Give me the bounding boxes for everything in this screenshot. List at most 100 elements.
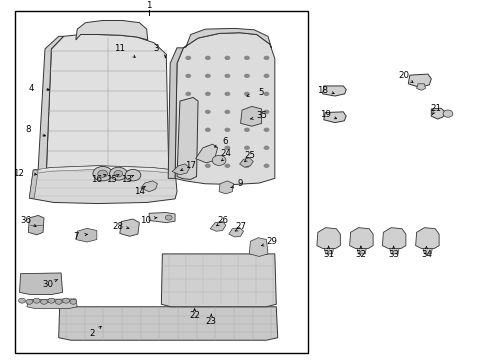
Circle shape: [26, 299, 33, 304]
Text: 35: 35: [256, 111, 266, 120]
Text: 25: 25: [244, 151, 254, 160]
Polygon shape: [422, 248, 431, 254]
Text: 29: 29: [265, 237, 276, 246]
Circle shape: [19, 298, 25, 303]
Text: 23: 23: [205, 317, 216, 326]
Polygon shape: [416, 84, 425, 90]
Text: 2: 2: [89, 329, 95, 338]
Text: 11: 11: [114, 44, 125, 53]
Polygon shape: [38, 36, 63, 170]
Polygon shape: [27, 299, 77, 309]
Text: 15: 15: [106, 175, 117, 184]
Polygon shape: [356, 248, 366, 254]
Text: 9: 9: [238, 179, 243, 188]
Text: 6: 6: [222, 137, 227, 146]
Polygon shape: [316, 228, 340, 248]
Circle shape: [224, 56, 230, 60]
Circle shape: [204, 56, 210, 60]
Circle shape: [442, 110, 452, 117]
Circle shape: [185, 92, 191, 96]
Polygon shape: [407, 74, 430, 87]
Circle shape: [185, 146, 191, 150]
Polygon shape: [240, 107, 261, 126]
Circle shape: [244, 110, 249, 114]
Polygon shape: [59, 307, 277, 340]
Circle shape: [62, 298, 69, 303]
Polygon shape: [172, 164, 189, 175]
Circle shape: [244, 164, 249, 168]
Polygon shape: [46, 35, 168, 176]
Text: 8: 8: [25, 125, 31, 134]
Text: 22: 22: [189, 311, 200, 320]
Circle shape: [263, 164, 269, 168]
Circle shape: [244, 56, 249, 60]
Circle shape: [224, 92, 230, 96]
Text: 12: 12: [13, 169, 24, 178]
Text: 13: 13: [121, 175, 131, 184]
Polygon shape: [389, 248, 398, 254]
Circle shape: [204, 74, 210, 78]
Polygon shape: [175, 33, 274, 184]
Circle shape: [93, 167, 112, 181]
Polygon shape: [20, 273, 62, 294]
Circle shape: [109, 167, 127, 180]
Circle shape: [224, 146, 230, 150]
Polygon shape: [382, 228, 405, 248]
Polygon shape: [168, 48, 183, 178]
Text: 17: 17: [185, 161, 196, 170]
Circle shape: [263, 74, 269, 78]
Circle shape: [185, 164, 191, 168]
Text: 28: 28: [112, 222, 122, 231]
Text: 24: 24: [220, 149, 231, 158]
Circle shape: [204, 146, 210, 150]
Polygon shape: [219, 181, 233, 194]
Circle shape: [185, 128, 191, 132]
Polygon shape: [239, 158, 253, 167]
Text: 33: 33: [387, 251, 398, 260]
Circle shape: [185, 56, 191, 60]
Text: 3: 3: [153, 44, 159, 53]
Polygon shape: [177, 98, 198, 179]
Circle shape: [244, 128, 249, 132]
Text: 1: 1: [146, 1, 152, 10]
Text: 5: 5: [258, 87, 264, 96]
Text: 10: 10: [140, 216, 151, 225]
Circle shape: [244, 92, 249, 96]
Circle shape: [125, 170, 141, 181]
Text: 14: 14: [134, 187, 144, 196]
Polygon shape: [76, 228, 97, 242]
Circle shape: [263, 110, 269, 114]
Polygon shape: [33, 166, 175, 174]
Circle shape: [224, 110, 230, 114]
Circle shape: [185, 110, 191, 114]
Polygon shape: [195, 144, 217, 163]
Circle shape: [244, 146, 249, 150]
Text: 20: 20: [397, 71, 408, 80]
Text: 32: 32: [355, 251, 366, 260]
Polygon shape: [228, 228, 243, 237]
Circle shape: [263, 146, 269, 150]
Polygon shape: [120, 219, 139, 236]
Circle shape: [114, 171, 122, 177]
Text: 34: 34: [420, 251, 431, 260]
Circle shape: [212, 156, 225, 166]
Circle shape: [33, 298, 40, 303]
Text: 30: 30: [42, 280, 53, 289]
Circle shape: [224, 74, 230, 78]
Circle shape: [41, 299, 47, 304]
Text: 26: 26: [217, 216, 227, 225]
Polygon shape: [415, 228, 438, 248]
Circle shape: [70, 299, 77, 304]
Circle shape: [204, 92, 210, 96]
Text: 7: 7: [73, 233, 79, 242]
Bar: [15, 11, 307, 353]
Polygon shape: [323, 112, 346, 123]
Text: 18: 18: [317, 86, 327, 95]
Polygon shape: [141, 181, 157, 192]
Polygon shape: [349, 228, 372, 248]
Text: 31: 31: [323, 251, 333, 260]
Circle shape: [263, 56, 269, 60]
Polygon shape: [183, 28, 271, 48]
Text: 16: 16: [91, 175, 102, 184]
Circle shape: [263, 92, 269, 96]
